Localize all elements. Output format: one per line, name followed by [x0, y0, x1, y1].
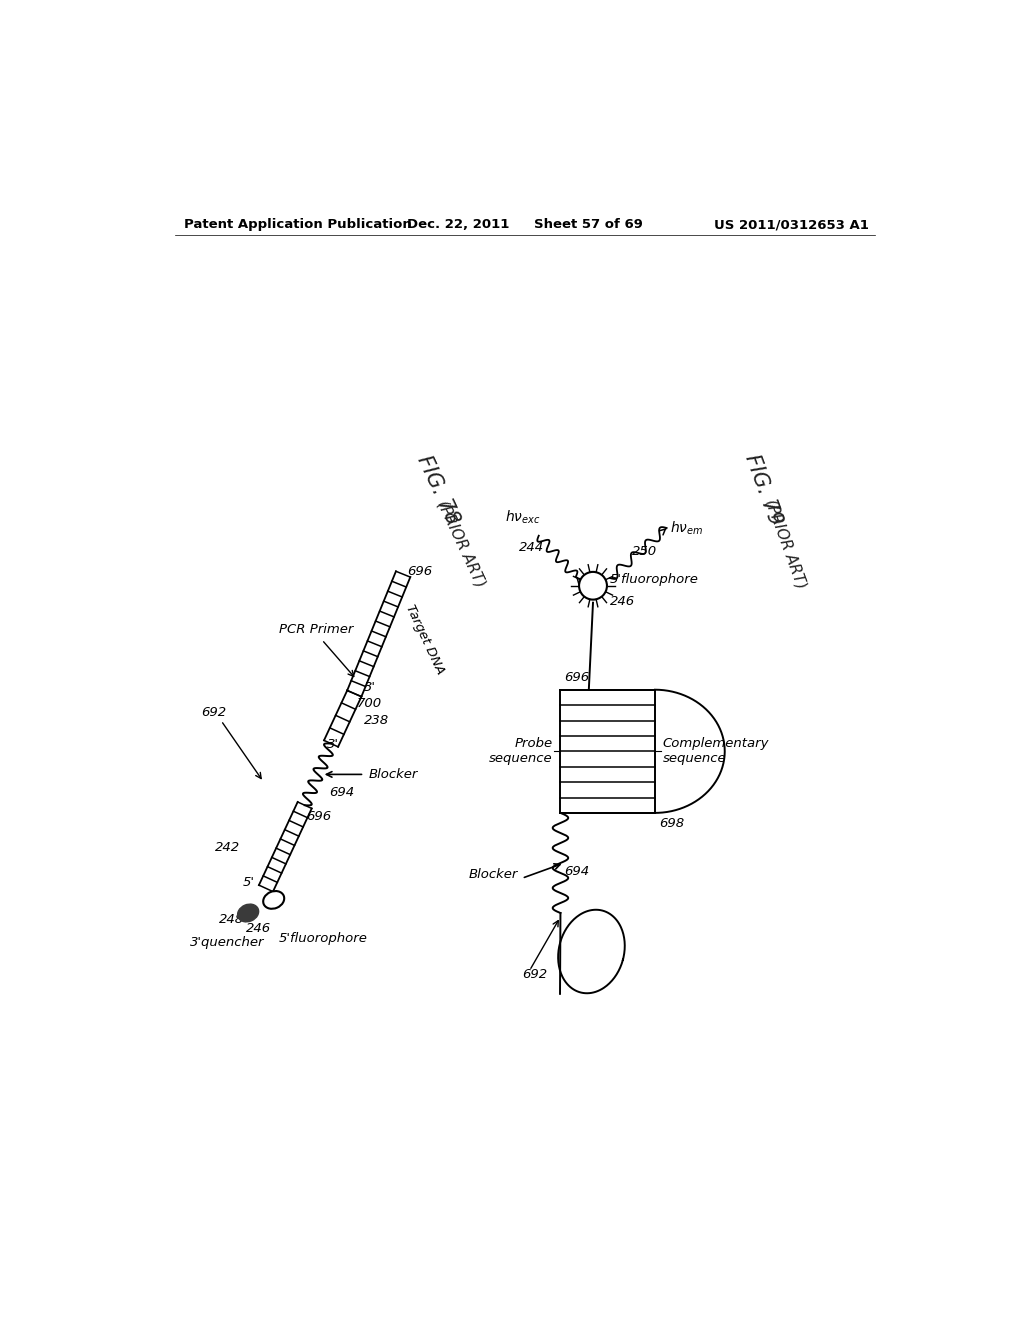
- Text: 696: 696: [564, 671, 590, 684]
- Text: 244: 244: [519, 541, 545, 554]
- Text: 5'fluorophore: 5'fluorophore: [280, 932, 368, 945]
- Text: FIG. 78: FIG. 78: [414, 451, 463, 527]
- Text: 3': 3': [365, 681, 377, 693]
- Text: 696: 696: [407, 565, 432, 578]
- Text: US 2011/0312653 A1: US 2011/0312653 A1: [714, 218, 868, 231]
- Text: 3': 3': [327, 738, 339, 751]
- Text: 238: 238: [365, 714, 389, 727]
- Text: $h\nu_{em}$: $h\nu_{em}$: [671, 519, 703, 537]
- Text: 692: 692: [521, 968, 547, 981]
- Ellipse shape: [238, 904, 259, 921]
- Text: Patent Application Publication: Patent Application Publication: [183, 218, 412, 231]
- Text: 694: 694: [330, 785, 354, 799]
- Text: 698: 698: [658, 817, 684, 830]
- Text: 694: 694: [564, 866, 590, 878]
- Ellipse shape: [263, 891, 285, 908]
- Circle shape: [579, 572, 607, 599]
- Text: FIG. 79: FIG. 79: [741, 451, 785, 528]
- Text: 700: 700: [356, 697, 382, 710]
- Text: Dec. 22, 2011: Dec. 22, 2011: [407, 218, 509, 231]
- Text: 3'quencher: 3'quencher: [190, 936, 264, 949]
- Text: 696: 696: [306, 810, 332, 824]
- Text: PCR Primer: PCR Primer: [280, 623, 353, 636]
- Text: 692: 692: [202, 706, 226, 719]
- Text: $h\nu_{exc}$: $h\nu_{exc}$: [506, 510, 541, 527]
- Text: Blocker: Blocker: [369, 768, 418, 781]
- Text: Probe
sequence: Probe sequence: [489, 738, 553, 766]
- Text: 250: 250: [632, 545, 656, 557]
- Text: 5': 5': [243, 875, 254, 888]
- Text: 246: 246: [246, 921, 271, 935]
- Text: (PRIOR ART): (PRIOR ART): [762, 496, 808, 590]
- Text: Sheet 57 of 69: Sheet 57 of 69: [535, 218, 643, 231]
- Text: (PRIOR ART): (PRIOR ART): [434, 498, 488, 589]
- Text: Target DNA: Target DNA: [403, 603, 446, 677]
- Text: Complementary
sequence: Complementary sequence: [663, 738, 769, 766]
- Text: 248: 248: [219, 912, 245, 925]
- Text: 242: 242: [215, 841, 241, 854]
- Text: 5'fluorophore: 5'fluorophore: [610, 573, 699, 586]
- Text: Blocker: Blocker: [468, 869, 518, 880]
- Text: 246: 246: [610, 595, 635, 609]
